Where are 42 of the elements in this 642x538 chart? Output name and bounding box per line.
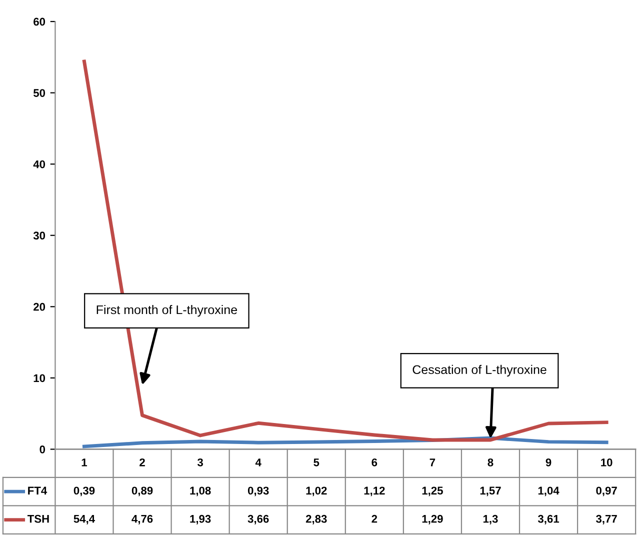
y-tick-label: 30	[33, 232, 46, 240]
x-tick-label: 4	[255, 458, 262, 466]
x-tick-label: 9	[546, 458, 552, 466]
data-label: 1,12	[364, 486, 385, 496]
data-label: 0,89	[132, 486, 153, 496]
x-tick-label: 2	[140, 458, 145, 466]
annotation: First month of L-thyroxine	[96, 304, 237, 317]
x-tick-label: 1	[82, 458, 88, 466]
data-label: 4,76	[132, 514, 153, 524]
x-tick-label: 7	[430, 458, 436, 466]
legend-label: FT4	[28, 486, 48, 494]
data-label: 1,25	[422, 486, 443, 496]
annotation: Cessation of L-thyroxine	[412, 364, 546, 377]
y-tick-label: 20	[34, 302, 46, 311]
data-label: 2,83	[306, 514, 327, 524]
data-label: 1,08	[190, 486, 211, 496]
data-label: 1,3	[483, 514, 498, 524]
y-tick-label: 50	[33, 89, 46, 97]
x-tick-label: 5	[314, 458, 320, 466]
data-label: 1,93	[190, 514, 211, 524]
data-label: 54,4	[74, 515, 95, 524]
x-tick-label: 6	[372, 458, 378, 466]
y-tick-label: 40	[33, 160, 46, 168]
data-label: 3,66	[248, 514, 269, 524]
data-label: 2	[372, 514, 378, 523]
data-label: 3,61	[538, 514, 560, 524]
x-tick-label: 8	[488, 458, 494, 466]
y-tick-label: 60	[34, 18, 46, 26]
data-label: 0,93	[248, 486, 269, 496]
data-label: 1,04	[538, 486, 560, 496]
data-label: 1,29	[422, 514, 443, 524]
data-label: 1,57	[480, 486, 501, 496]
data-label: 3,77	[596, 514, 617, 524]
line-series	[82, 60, 608, 442]
data-label: 0,39	[74, 486, 95, 496]
x-tick-label: 10	[601, 458, 612, 466]
data-label: 1,02	[306, 486, 327, 496]
data-label: 0,97	[596, 486, 617, 496]
legend-label: TSH	[27, 514, 49, 523]
y-tick-label: 10	[34, 374, 46, 382]
y-tick-label: 0	[40, 445, 46, 454]
x-tick-label: 3	[197, 458, 203, 466]
